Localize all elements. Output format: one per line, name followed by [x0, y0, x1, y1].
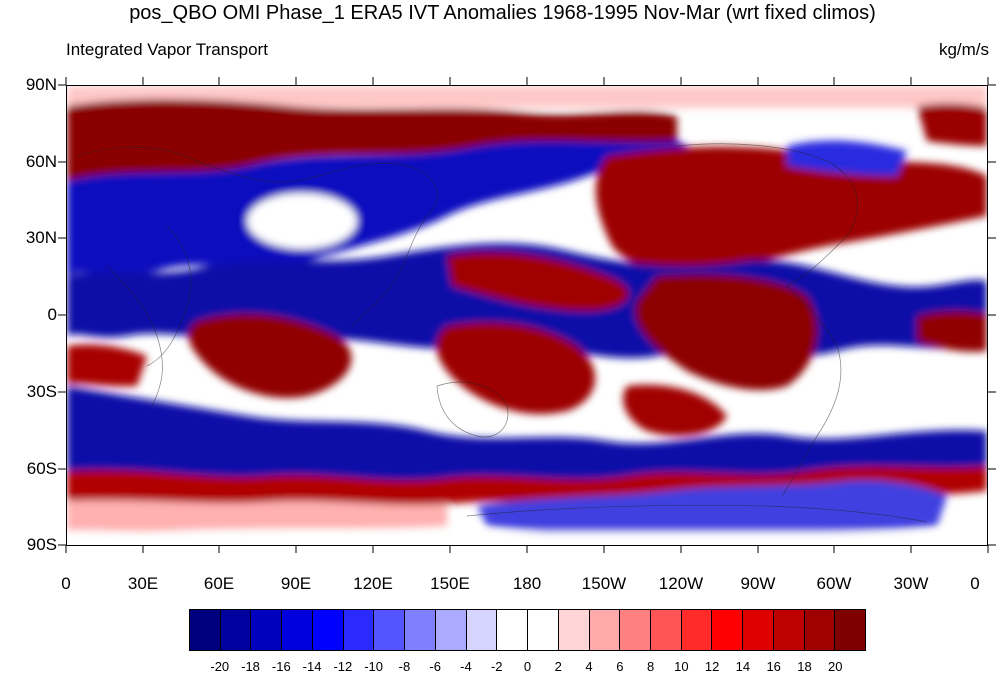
lon-label-120e: 120E: [353, 574, 393, 593]
lat-label-90n: 90N: [25, 75, 57, 94]
lon-label-90w: 90W: [740, 574, 776, 593]
lon-label-0: 0: [61, 574, 71, 593]
lat-label-30s: 30S: [26, 382, 57, 401]
lon-label-60e: 60E: [203, 574, 235, 593]
colorbar-box: [804, 610, 836, 650]
colorbar-box: [405, 610, 436, 650]
lat-label-30n: 30N: [25, 228, 57, 247]
colorbar-box: [589, 610, 621, 650]
colorbar-label: 0: [523, 659, 532, 674]
lon-label-120w: 120W: [658, 574, 704, 593]
plot-title: pos_QBO OMI Phase_1 ERA5 IVT Anomalies 1…: [129, 2, 876, 24]
colorbar-box: [343, 610, 375, 650]
colorbar-label: -18: [241, 659, 260, 674]
lon-label-30w: 30W: [893, 574, 929, 593]
lat-label-60s: 60S: [26, 459, 57, 478]
colorbar-box: [620, 610, 652, 650]
lon-label-90e: 90E: [280, 574, 312, 593]
colorbar-box: [251, 610, 283, 650]
colorbar-box: [558, 610, 590, 650]
colorbar-box: [190, 610, 221, 650]
colorbar-label: 14: [735, 659, 751, 674]
colorbar-label: 4: [585, 659, 593, 674]
colorbar-box: [835, 610, 866, 650]
variable-label: Integrated Vapor Transport: [66, 40, 268, 59]
colorbar-box: [466, 610, 498, 650]
colorbar-label: 18: [797, 659, 812, 674]
colorbar-box: [651, 610, 682, 650]
colorbar-label: 10: [674, 659, 689, 674]
colorbar-box: [220, 610, 252, 650]
lat-label-90s: 90S: [26, 535, 57, 554]
colorbar-box: [681, 610, 713, 650]
lon-label-180: 180: [512, 574, 542, 593]
colorbar-label: -14: [302, 659, 322, 674]
lon-label-0-end: 0: [970, 574, 980, 593]
lat-label-60n: 60N: [25, 152, 57, 171]
colorbar-box: [312, 610, 344, 650]
colorbar-label: -20: [210, 659, 230, 674]
lon-label-150w: 150W: [581, 574, 627, 593]
colorbar-label: -10: [364, 659, 384, 674]
colorbar-label: 2: [554, 659, 562, 674]
colorbar-box: [435, 610, 467, 650]
anomaly-map: [66, 85, 988, 546]
colorbar-label: -16: [271, 659, 291, 674]
colorbar-label: -12: [333, 659, 353, 674]
colorbar-label: 12: [704, 659, 720, 674]
colorbar-label: -8: [398, 659, 411, 674]
anomaly-field: [67, 86, 987, 545]
colorbar-label: 8: [646, 659, 655, 674]
colorbar-label: 6: [616, 659, 624, 674]
colorbar-label: -4: [460, 659, 472, 674]
units-label: kg/m/s: [938, 40, 989, 59]
colorbar: [189, 609, 866, 651]
colorbar-box: [497, 610, 529, 650]
colorbar-box: [282, 610, 313, 650]
colorbar-label: 16: [766, 659, 781, 674]
lon-label-150e: 150E: [430, 574, 470, 593]
colorbar-box: [712, 610, 744, 650]
colorbar-box: [743, 610, 774, 650]
lon-label-60w: 60W: [816, 574, 852, 593]
colorbar-box: [773, 610, 805, 650]
colorbar-label: -6: [429, 659, 441, 674]
colorbar-box: [374, 610, 406, 650]
lat-label-0: 0: [47, 305, 57, 324]
colorbar-label: 20: [827, 659, 843, 674]
colorbar-box: [528, 610, 559, 650]
lon-label-30e: 30E: [127, 574, 159, 593]
colorbar-label: -2: [490, 659, 503, 674]
